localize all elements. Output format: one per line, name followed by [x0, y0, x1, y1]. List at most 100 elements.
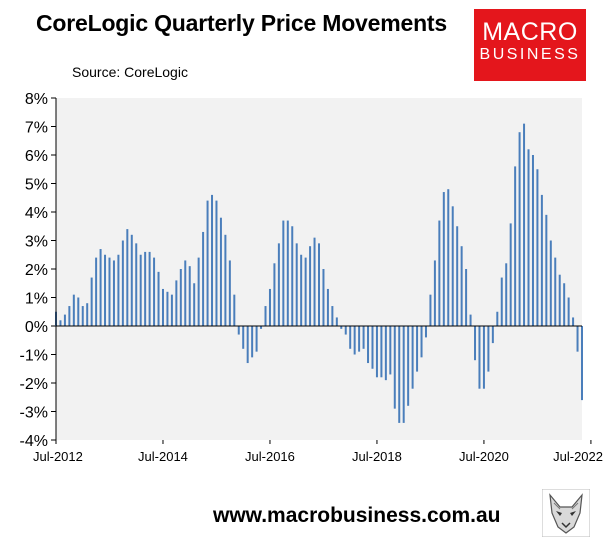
bar — [424, 326, 427, 338]
bar — [300, 254, 303, 326]
bar — [353, 326, 356, 355]
y-tick-label: -3% — [20, 405, 48, 422]
bar — [335, 317, 338, 326]
x-tick-label: Jul-2014 — [138, 449, 188, 464]
bar — [438, 220, 441, 326]
bar — [309, 246, 312, 326]
bar — [90, 277, 93, 326]
bar — [175, 280, 178, 326]
x-tick-label: Jul-2020 — [459, 449, 509, 464]
bar — [95, 257, 98, 326]
bar — [362, 326, 365, 349]
x-tick-label: Jul-2012 — [33, 449, 83, 464]
logo-line-1: MACRO — [482, 18, 578, 46]
bar — [487, 326, 490, 372]
bar — [536, 169, 539, 326]
bar — [72, 294, 75, 326]
bar — [170, 294, 173, 326]
bar — [161, 288, 164, 326]
bar — [255, 326, 258, 352]
bar — [202, 231, 205, 326]
y-tick-label: 7% — [25, 120, 48, 137]
x-tick-label: Jul-2022 — [553, 449, 603, 464]
bar — [496, 311, 499, 326]
bar — [295, 243, 298, 326]
bar — [260, 326, 263, 329]
bar — [68, 306, 71, 326]
bar — [456, 226, 459, 326]
bar — [135, 243, 138, 326]
y-tick-label: 5% — [25, 177, 48, 194]
chart-title: CoreLogic Quarterly Price Movements — [36, 10, 447, 36]
bar — [166, 291, 169, 326]
bar — [291, 226, 294, 326]
bar — [554, 257, 557, 326]
bar — [273, 263, 276, 326]
bar — [126, 229, 129, 326]
y-axis: -4% -3% -2% -1% 0% 1% 2% 3% 4% 5% 6% 7% 8% — [20, 91, 56, 450]
y-tick-label: -1% — [20, 348, 48, 365]
bar — [184, 260, 187, 326]
y-tick-label: -2% — [20, 376, 48, 393]
bar — [482, 326, 485, 389]
bar — [193, 283, 196, 326]
bar — [197, 257, 200, 326]
bar — [331, 306, 334, 326]
y-tick-label: 0% — [25, 319, 48, 336]
bar — [572, 317, 575, 326]
bar — [153, 257, 156, 326]
bar — [251, 326, 254, 358]
bar — [157, 271, 160, 326]
bar — [215, 200, 218, 326]
bar — [326, 288, 329, 326]
y-tick-label: 3% — [25, 234, 48, 251]
bar — [286, 220, 289, 326]
bar — [81, 306, 84, 326]
bar — [179, 269, 182, 326]
bar — [344, 326, 347, 335]
bar — [384, 326, 387, 381]
bar — [420, 326, 423, 358]
bar — [242, 326, 245, 349]
y-tick-label: 2% — [25, 262, 48, 279]
bar — [531, 155, 534, 326]
bar — [380, 326, 383, 378]
bar — [563, 283, 566, 326]
bar — [371, 326, 374, 369]
bar — [407, 326, 410, 406]
footer-website-url[interactable]: www.macrobusiness.com.au — [213, 504, 501, 527]
bar — [268, 288, 271, 326]
bar — [367, 326, 370, 364]
bar — [112, 260, 115, 326]
bar — [465, 269, 468, 326]
bar — [108, 257, 111, 326]
bar — [246, 326, 249, 364]
bar — [478, 326, 481, 389]
bar — [389, 326, 392, 375]
bar — [121, 240, 124, 326]
bar — [411, 326, 414, 389]
bar — [86, 303, 89, 326]
bar — [514, 166, 517, 326]
bar — [549, 240, 552, 326]
bar — [304, 257, 307, 326]
bar — [469, 314, 472, 326]
bar — [451, 206, 454, 326]
bar — [318, 243, 320, 326]
bar — [264, 306, 267, 326]
bar — [59, 320, 62, 326]
bar — [393, 326, 396, 409]
bar — [148, 251, 151, 326]
logo-line-2: BUSINESS — [479, 46, 581, 63]
bar — [447, 189, 450, 326]
bar — [375, 326, 378, 378]
y-tick-label: 8% — [25, 91, 48, 108]
bar — [358, 326, 361, 352]
bar — [500, 277, 503, 326]
bar — [398, 326, 401, 423]
bar — [99, 249, 102, 326]
y-tick-label: -4% — [20, 433, 48, 450]
bar — [474, 326, 477, 361]
bar — [509, 223, 512, 326]
